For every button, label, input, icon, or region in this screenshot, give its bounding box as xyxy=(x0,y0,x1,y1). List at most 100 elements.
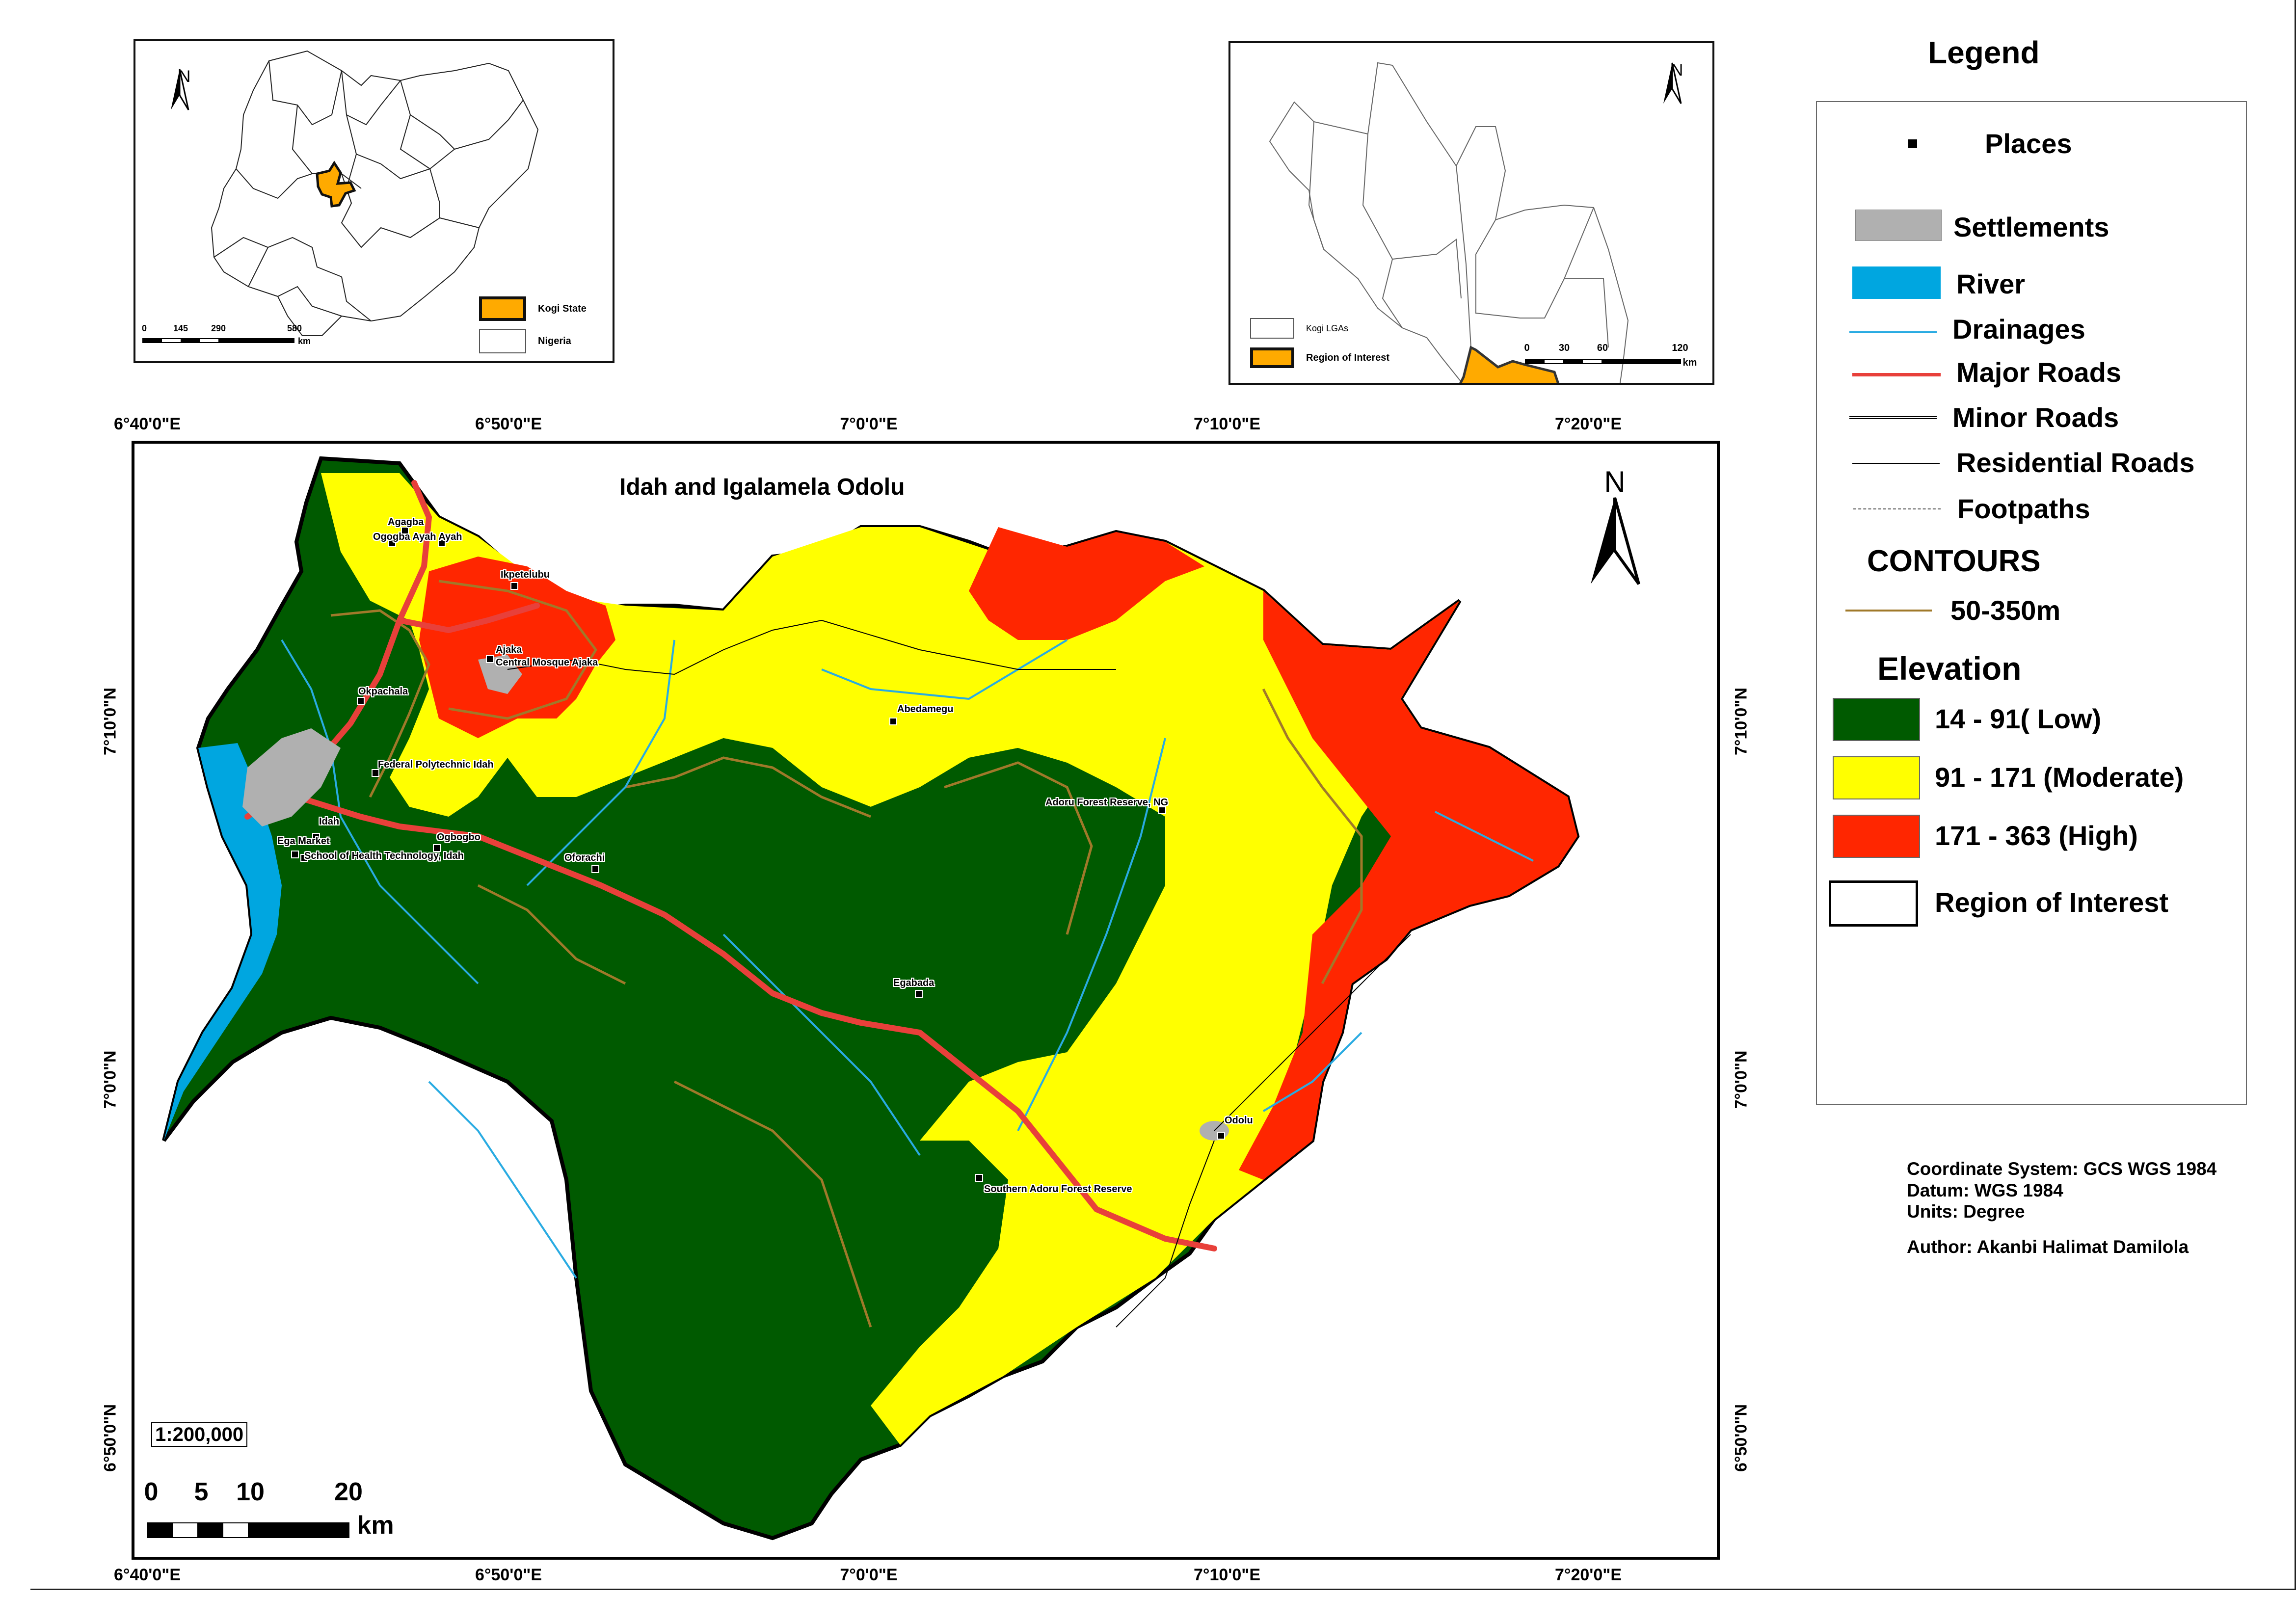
lon-tick-label-top: 6°50'0"E xyxy=(475,415,542,433)
inset-kogi-map: N Kogi LGAs Region of Interest 0 30 60 1… xyxy=(1228,41,1714,385)
map-title: Idah and Igalamela Odolu xyxy=(619,474,905,500)
lon-tick-label-bottom: 6°40'0"E xyxy=(113,1566,181,1584)
legend-label-places: Places xyxy=(1985,128,2072,159)
residential-roads-line xyxy=(1852,463,1940,464)
place-marker xyxy=(889,718,897,725)
place-marker xyxy=(291,851,299,858)
kogi-state-swatch xyxy=(479,296,526,321)
lon-tick-label-top: 7°0'0"E xyxy=(840,415,898,433)
north-arrow-icon xyxy=(171,69,189,110)
inset-legend-region-of-interest: Region of Interest xyxy=(1250,347,1389,368)
lat-tick-label-left: 6°50'0"N xyxy=(101,1404,120,1472)
low-elevation-valley xyxy=(576,738,1092,1278)
place-label[interactable]: Oforachi xyxy=(564,852,605,863)
lon-tick-label-top: 7°10'0"E xyxy=(1193,415,1261,433)
north-arrow-icon xyxy=(1591,497,1640,585)
high-elevation-zone-west xyxy=(419,557,615,738)
legend-label-minor-roads: Minor Roads xyxy=(1952,402,2119,433)
place-label[interactable]: Adoru Forest Reserve, NG xyxy=(1045,797,1169,808)
place-label[interactable]: Okpachala xyxy=(358,686,408,697)
north-arrow: N xyxy=(1662,62,1692,104)
coordinate-system: Coordinate System: GCS WGS 1984 xyxy=(1907,1159,2217,1179)
place-marker xyxy=(1217,1132,1225,1140)
scale-ratio: 1:200,000 xyxy=(151,1422,248,1447)
lat-tick-label-right: 7°10'0"N xyxy=(1732,688,1751,755)
place-marker xyxy=(438,539,446,547)
legend-panel: Places Settlements River Drainages Major… xyxy=(1816,101,2247,1105)
place-marker xyxy=(486,655,494,663)
high-elevation-zone-north xyxy=(969,527,1204,640)
lon-tick-label-bottom: 7°20'0"E xyxy=(1554,1566,1622,1584)
place-label[interactable]: Ikpetelubu xyxy=(501,569,550,580)
map-metadata: Coordinate System: GCS WGS 1984 Datum: W… xyxy=(1907,1158,2216,1258)
place-marker xyxy=(975,1174,983,1182)
place-marker xyxy=(300,854,308,862)
place-label[interactable]: Central Mosque Ajaka xyxy=(496,657,598,668)
place-marker xyxy=(388,539,396,547)
legend-label-footpaths: Footpaths xyxy=(1957,493,2090,524)
elevation-moderate-swatch xyxy=(1833,756,1920,799)
kogi-state-highlight xyxy=(316,160,356,208)
minor-roads xyxy=(507,620,1411,1328)
place-marker xyxy=(372,769,379,777)
lat-tick-label-left: 7°0'0"N xyxy=(101,1050,120,1109)
place-marker xyxy=(591,865,599,873)
legend-label-river: River xyxy=(1956,268,2026,299)
place-label[interactable]: Ajaka xyxy=(496,644,522,655)
place-marker xyxy=(510,582,518,590)
main-north-arrow: N xyxy=(1588,467,1642,587)
legend-title: Legend xyxy=(1928,35,2040,70)
place-label[interactable]: Egabada xyxy=(893,978,934,988)
lat-tick-label-right: 6°50'0"N xyxy=(1732,1404,1751,1472)
place-label[interactable]: Idah xyxy=(319,816,340,827)
legend-label-elevation-low: 14 - 91( Low) xyxy=(1935,703,2102,734)
contour-line xyxy=(1845,610,1932,612)
place-marker xyxy=(312,833,320,841)
lat-tick-label-left: 7°10'0"N xyxy=(101,688,120,755)
river-swatch xyxy=(1852,266,1941,299)
north-arrow: N xyxy=(170,68,199,110)
kogi-lga-outline xyxy=(1269,62,1629,383)
place-marker xyxy=(1158,806,1166,814)
minor-roads-line xyxy=(1849,416,1937,419)
units: Units: Degree xyxy=(1907,1201,2025,1222)
place-marker xyxy=(401,527,409,534)
lon-tick-label-bottom: 7°10'0"E xyxy=(1193,1566,1261,1584)
legend-label-elevation-high: 171 - 363 (High) xyxy=(1935,820,2138,851)
lon-tick-label-top: 6°40'0"E xyxy=(113,415,181,433)
lon-tick-label-bottom: 6°50'0"E xyxy=(475,1566,542,1584)
places-symbol xyxy=(1908,139,1917,148)
moderate-elevation-zone xyxy=(321,473,1460,1445)
place-label[interactable]: Ega Market xyxy=(277,836,330,847)
niger-river xyxy=(164,743,282,1141)
inset-nigeria-map: N 0 145 290 580 km Kogi State Nigeria xyxy=(133,39,614,363)
drainage-lines xyxy=(281,639,1534,1279)
legend-label-region-of-interest: Region of Interest xyxy=(1935,887,2169,918)
place-label[interactable]: Abedamegu xyxy=(897,704,954,715)
place-label[interactable]: Ogogba Ayah Ayah xyxy=(373,532,462,542)
legend-label-drainages: Drainages xyxy=(1952,314,2085,345)
place-label[interactable]: Southern Adoru Forest Reserve xyxy=(984,1184,1132,1195)
region-of-interest-swatch xyxy=(1250,347,1294,368)
elevation-map-canvas[interactable] xyxy=(134,444,1717,1557)
lat-tick-label-right: 7°0'0"N xyxy=(1732,1050,1751,1109)
legend-label-elevation-moderate: 91 - 171 (Moderate) xyxy=(1935,762,2184,793)
page-frame xyxy=(30,0,2296,1590)
place-label[interactable]: Ogbogbo xyxy=(437,832,481,843)
legend-label-residential-roads: Residential Roads xyxy=(1956,447,2195,478)
elevation-high-swatch xyxy=(1833,815,1920,858)
inset-kogi-scalebar: 0 30 60 120 km xyxy=(1524,343,1697,368)
place-label[interactable]: Federal Polytechnic Idah xyxy=(378,759,494,770)
datum: Datum: WGS 1984 xyxy=(1907,1180,2063,1200)
place-label[interactable]: Agagba xyxy=(388,517,424,528)
place-label[interactable]: School of Health Technology, Idah xyxy=(304,851,464,861)
legend-label-contours: 50-350m xyxy=(1950,595,2061,626)
contours-heading: CONTOURS xyxy=(1867,544,2041,578)
region-of-interest-swatch xyxy=(1829,880,1918,927)
main-map-frame[interactable] xyxy=(132,441,1720,1560)
nigeria-swatch xyxy=(479,329,526,353)
drainages-line xyxy=(1849,331,1937,333)
main-scalebar: 0 5 10 20 km xyxy=(144,1478,394,1540)
place-label[interactable]: Odolu xyxy=(1225,1115,1253,1126)
north-arrow-icon xyxy=(1663,62,1682,104)
